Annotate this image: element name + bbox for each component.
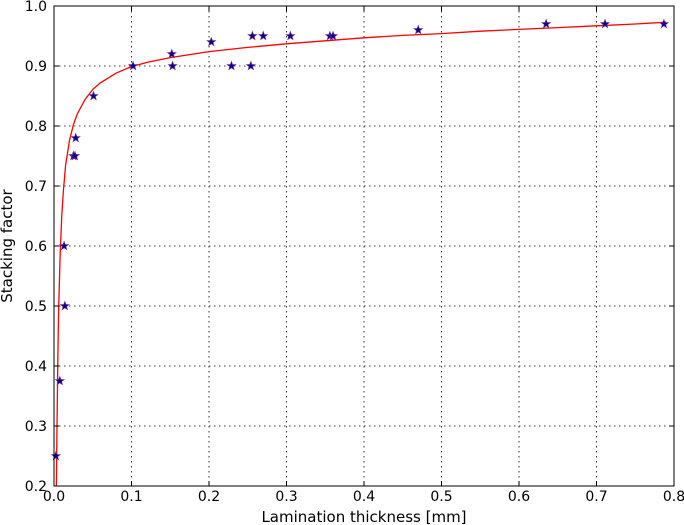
x-tick-label: 0.4 (353, 489, 375, 505)
y-tick-label: 1.0 (25, 0, 47, 15)
y-axis-label: Stacking factor (0, 188, 16, 302)
data-point (166, 48, 177, 59)
data-point (59, 300, 71, 311)
data-point (88, 90, 99, 101)
axis-ticks (53, 5, 675, 487)
x-tick-label: 0.5 (430, 489, 452, 505)
y-tick-label: 0.4 (25, 359, 47, 375)
y-tick-label: 0.6 (25, 239, 47, 255)
x-tick-label: 0.6 (508, 489, 530, 505)
data-points (50, 18, 670, 461)
data-point (54, 375, 66, 386)
x-tick-label: 0.7 (585, 489, 607, 505)
fit-curve (55, 21, 667, 487)
data-point (69, 150, 81, 161)
x-tick-label: 0.3 (275, 489, 297, 505)
data-point (258, 30, 269, 41)
y-tick-label: 0.8 (25, 119, 47, 135)
x-tick-label: 0.2 (198, 489, 220, 505)
data-point (658, 18, 670, 29)
data-point (599, 18, 611, 29)
data-point (327, 30, 339, 41)
y-tick-label: 0.7 (25, 179, 47, 195)
y-tick-label: 0.3 (25, 419, 47, 435)
x-tick-label: 0.8 (663, 489, 684, 505)
data-point (50, 450, 62, 461)
x-axis-tick-labels: 0.0 0.1 0.2 0.3 0.4 0.5 0.6 0.7 0.8 (43, 489, 684, 505)
x-axis-label: Lamination thickness [mm] (261, 508, 466, 525)
data-point (540, 18, 552, 29)
grid (54, 6, 674, 486)
data-point (70, 132, 81, 143)
fit-curve-layer (55, 21, 667, 487)
data-point (247, 30, 258, 41)
y-axis-tick-labels: 0.2 0.3 0.4 0.5 0.6 0.7 0.8 0.9 1.0 (25, 0, 47, 495)
data-point (285, 30, 296, 41)
data-point (167, 60, 178, 71)
x-tick-label: 0.1 (120, 489, 142, 505)
y-tick-label: 0.2 (25, 479, 47, 495)
data-point (58, 240, 70, 251)
data-point (245, 60, 257, 71)
data-point (206, 36, 217, 47)
data-point (127, 60, 139, 71)
y-tick-label: 0.9 (25, 59, 47, 75)
data-point (413, 24, 424, 35)
data-point (226, 60, 237, 71)
x-tick-label: 0.0 (43, 489, 65, 505)
y-tick-label: 0.5 (25, 299, 47, 315)
